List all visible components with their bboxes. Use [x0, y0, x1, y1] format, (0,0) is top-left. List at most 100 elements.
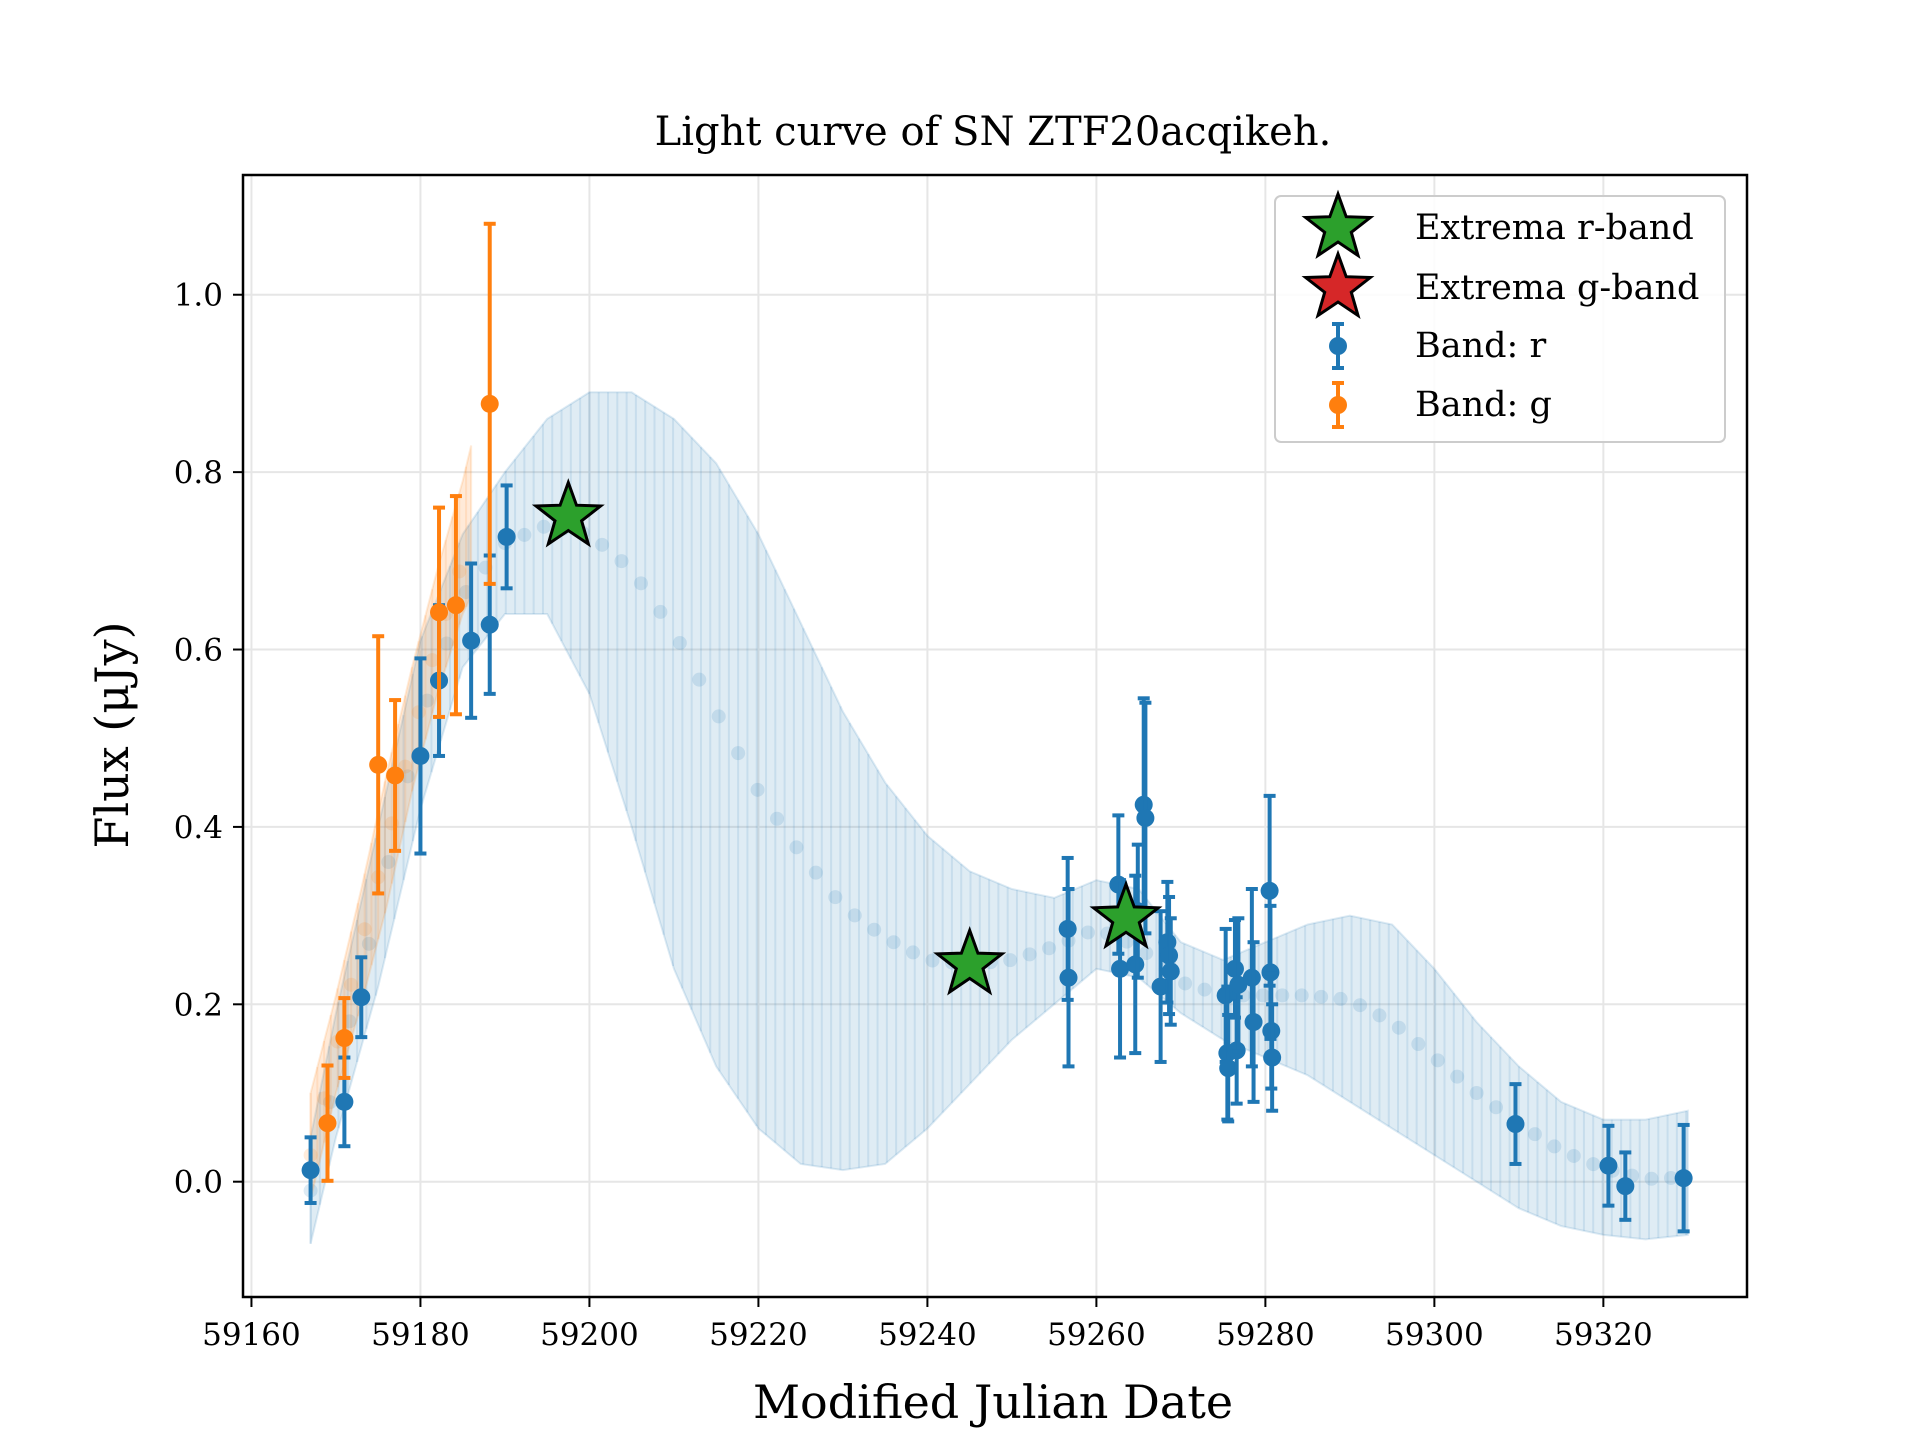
- fit-r-mean-point: [1178, 976, 1193, 991]
- x-tick-label: 59240: [878, 1317, 977, 1353]
- legend-label: Extrema r-band: [1415, 208, 1694, 248]
- fit-r-mean-point: [653, 604, 668, 619]
- fit-r-mean-point: [1566, 1148, 1581, 1163]
- extrema-r-star: [531, 478, 605, 548]
- band-r-point: [1151, 977, 1170, 996]
- fit-g-mean-point: [357, 922, 372, 937]
- x-tick-label: 59320: [1554, 1317, 1653, 1353]
- fit-r-mean-point: [517, 527, 532, 542]
- fit-r-mean-point: [1294, 988, 1309, 1003]
- y-tick-label: 0.0: [174, 1165, 223, 1201]
- fit-r-mean-point: [439, 636, 454, 651]
- fit-r-mean-point: [1003, 953, 1018, 968]
- band-r-point: [1161, 962, 1180, 981]
- band-r-point: [462, 631, 481, 650]
- fit-r-mean-point: [692, 672, 707, 687]
- plot-area: 59160 59180 59200 59220 59240 59260 59280 59300…: [174, 173, 1749, 1353]
- fit-r-mean-point: [828, 890, 843, 905]
- fit-g-mean-point: [344, 977, 359, 992]
- fit-g-mean-point: [425, 653, 440, 668]
- y-tick-label: 0.8: [174, 455, 223, 491]
- legend-label: Band: g: [1415, 385, 1552, 425]
- extrema-r-star: [1089, 879, 1163, 950]
- legend-star-marker: [1301, 249, 1375, 320]
- band-r-point: [1616, 1177, 1635, 1196]
- plot-content: [301, 221, 1693, 1245]
- band-r-point: [1244, 1013, 1263, 1032]
- y-axis-label: Flux (μJy): [85, 621, 139, 848]
- x-tick-label: 59160: [202, 1317, 301, 1353]
- x-axis-label: Modified Julian Date: [753, 1375, 1233, 1429]
- plot-frame: [241, 173, 1749, 1299]
- band-r-point: [335, 1092, 354, 1111]
- fit-r-mean-point: [381, 855, 396, 870]
- fit-r-mean-point: [420, 693, 435, 708]
- band-r-point: [1126, 955, 1145, 974]
- band-r-point: [411, 746, 430, 765]
- fit-r-mean-point: [633, 576, 648, 591]
- fit-r-mean-point: [808, 865, 823, 880]
- fit-r-mean-point: [595, 537, 610, 552]
- fit-r-mean-point: [1080, 925, 1095, 940]
- band-r-point: [1260, 881, 1279, 900]
- band-r-point: [301, 1161, 320, 1180]
- y-tick-label: 0.6: [174, 633, 223, 669]
- band-g-point: [318, 1114, 337, 1133]
- fit-r-band: [309, 391, 1689, 1245]
- fit-r-mean-point: [1119, 934, 1134, 949]
- fit-r-mean-point: [1527, 1127, 1542, 1142]
- band-r-point: [1599, 1156, 1618, 1175]
- fit-r-mean-point: [672, 635, 687, 650]
- fit-r-mean-point: [731, 746, 746, 761]
- fit-r-mean-point: [1042, 941, 1057, 956]
- fit-r-mean-point: [1547, 1139, 1562, 1154]
- legend-label: Band: r: [1415, 326, 1546, 366]
- fit-r-mean-point: [1255, 988, 1270, 1003]
- fit-r-mean-point: [400, 769, 415, 784]
- fit-r-mean-point: [1333, 991, 1348, 1006]
- band-r-point: [1059, 968, 1078, 987]
- fit-r-mean-point: [1197, 982, 1212, 997]
- band-g-point: [386, 766, 405, 785]
- fit-r-mean-point: [906, 945, 921, 960]
- fit-r-mean-point: [1139, 946, 1154, 961]
- fit-r-mean-point: [1372, 1008, 1387, 1023]
- fit-r-mean-point: [1469, 1086, 1484, 1100]
- band-r-point: [1111, 959, 1130, 978]
- fit-r-mean-point: [1391, 1020, 1406, 1035]
- band-r-point: [1263, 1048, 1282, 1067]
- x-tick-label: 59180: [371, 1317, 470, 1353]
- band-r-point: [1674, 1169, 1693, 1188]
- legend-star-marker: [1301, 189, 1375, 260]
- y-tick-label: 1.0: [174, 278, 223, 314]
- legend-point-marker: [1329, 337, 1347, 355]
- fit-r-mean-point: [1022, 947, 1037, 962]
- extrema-r-star: [933, 926, 1007, 996]
- fit-r-mean-point: [1275, 988, 1290, 1003]
- legend: Extrema r-band Extrema g-band Band: r Band:…: [1274, 189, 1726, 443]
- fit-r-mean-point: [1644, 1171, 1659, 1186]
- fit-r-mean-point: [867, 922, 882, 937]
- band-g-point: [446, 596, 465, 615]
- fit-r-mean-point: [1430, 1053, 1445, 1068]
- fit-r-mean-point: [886, 935, 901, 950]
- fit-r-mean-point: [1586, 1157, 1601, 1172]
- band-r-point: [1229, 975, 1248, 994]
- fit-r-mean-point: [1450, 1069, 1465, 1084]
- fit-r-mean-point: [361, 936, 376, 951]
- x-tick-label: 59200: [540, 1317, 639, 1353]
- x-tick-label: 59260: [1047, 1317, 1146, 1353]
- band-r-point: [480, 615, 499, 634]
- fit-r-mean-point: [789, 840, 804, 855]
- x-tick-label: 59280: [1216, 1317, 1315, 1353]
- band-g-point: [335, 1029, 354, 1048]
- x-tick-label: 59220: [709, 1317, 808, 1353]
- band-r-point: [497, 527, 516, 546]
- y-tick-label: 0.2: [174, 987, 223, 1023]
- fit-r-mean-point: [1353, 998, 1368, 1013]
- band-g-point: [480, 394, 499, 413]
- fit-r-mean-point: [614, 554, 629, 569]
- fit-r-mean-point: [925, 953, 940, 968]
- x-tick-label: 59300: [1385, 1317, 1484, 1353]
